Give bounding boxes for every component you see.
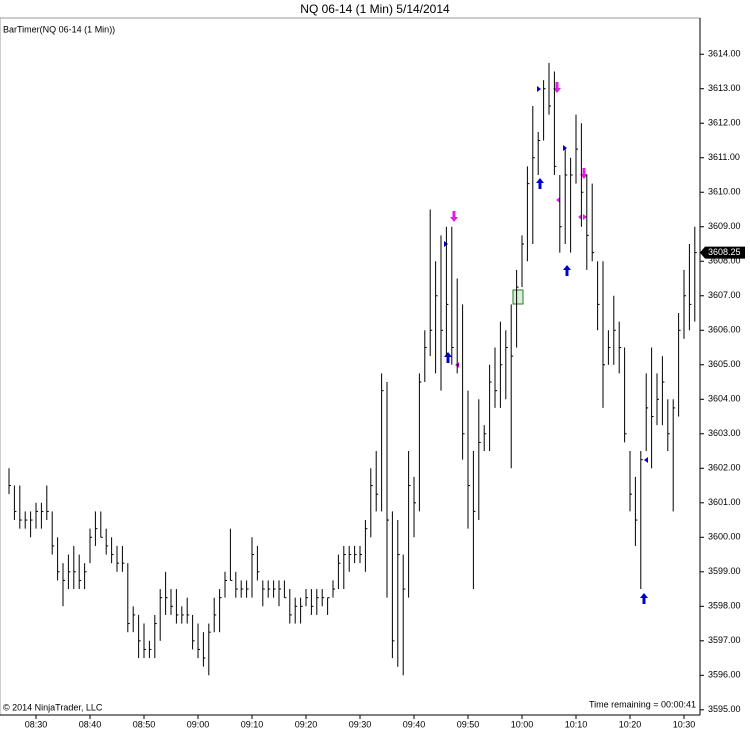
x-tick-label: 08:50: [133, 719, 156, 729]
triangle: [537, 86, 541, 92]
y-tick-label: 3597.00: [708, 635, 741, 645]
x-tick-label: 09:00: [187, 719, 210, 729]
triangle: [556, 197, 560, 203]
x-tick-label: 09:30: [349, 719, 372, 729]
y-tick-label: 3614.00: [708, 49, 741, 59]
y-tick-label: 3600.00: [708, 532, 741, 542]
y-tick-label: 3607.00: [708, 290, 741, 300]
down-arrow: [580, 168, 588, 179]
x-tick-label: 09:40: [403, 719, 426, 729]
y-tick-label: 3602.00: [708, 463, 741, 473]
last-price-label: 3608.25: [708, 247, 741, 257]
y-tick-label: 3612.00: [708, 118, 741, 128]
x-tick-label: 10:30: [673, 719, 696, 729]
x-tick-label: 08:30: [25, 719, 48, 729]
x-tick-label: 08:40: [79, 719, 102, 729]
up-arrow: [563, 265, 571, 276]
triangle: [644, 457, 648, 463]
x-tick-label: 10:10: [565, 719, 588, 729]
y-tick-label: 3596.00: [708, 670, 741, 680]
up-arrow: [640, 593, 648, 604]
triangle: [578, 214, 587, 220]
y-tick-label: 3611.00: [708, 152, 740, 162]
y-tick-label: 3598.00: [708, 601, 741, 611]
y-tick-label: 3595.00: [708, 704, 741, 714]
y-tick-label: 3606.00: [708, 325, 741, 335]
y-tick-label: 3613.00: [708, 83, 741, 93]
x-tick-label: 10:00: [511, 719, 534, 729]
down-arrow: [553, 82, 561, 93]
y-tick-label: 3604.00: [708, 394, 741, 404]
chart-title: NQ 06-14 (1 Min) 5/14/2014: [300, 2, 450, 16]
y-tick-label: 3610.00: [708, 187, 741, 197]
down-arrow: [450, 211, 458, 222]
copyright: © 2014 NinjaTrader, LLC: [3, 702, 103, 712]
indicator-label: BarTimer(NQ 06-14 (1 Min)): [3, 24, 115, 34]
y-tick-label: 3609.00: [708, 221, 741, 231]
last-price-box: [700, 246, 745, 259]
y-tick-label: 3608.00: [708, 256, 741, 266]
y-tick-label: 3601.00: [708, 497, 741, 507]
x-tick-label: 09:50: [457, 719, 480, 729]
triangle: [563, 145, 567, 151]
bars: [8, 62, 697, 676]
x-tick-label: 09:10: [241, 719, 264, 729]
y-tick-label: 3603.00: [708, 428, 741, 438]
time-remaining: Time remaining = 00:00:41: [589, 699, 696, 709]
y-tick-label: 3599.00: [708, 566, 741, 576]
x-tick-label: 09:20: [295, 719, 318, 729]
y-tick-label: 3605.00: [708, 359, 741, 369]
x-tick-label: 10:20: [619, 719, 642, 729]
green-box: [512, 289, 524, 305]
up-arrow: [536, 178, 544, 189]
